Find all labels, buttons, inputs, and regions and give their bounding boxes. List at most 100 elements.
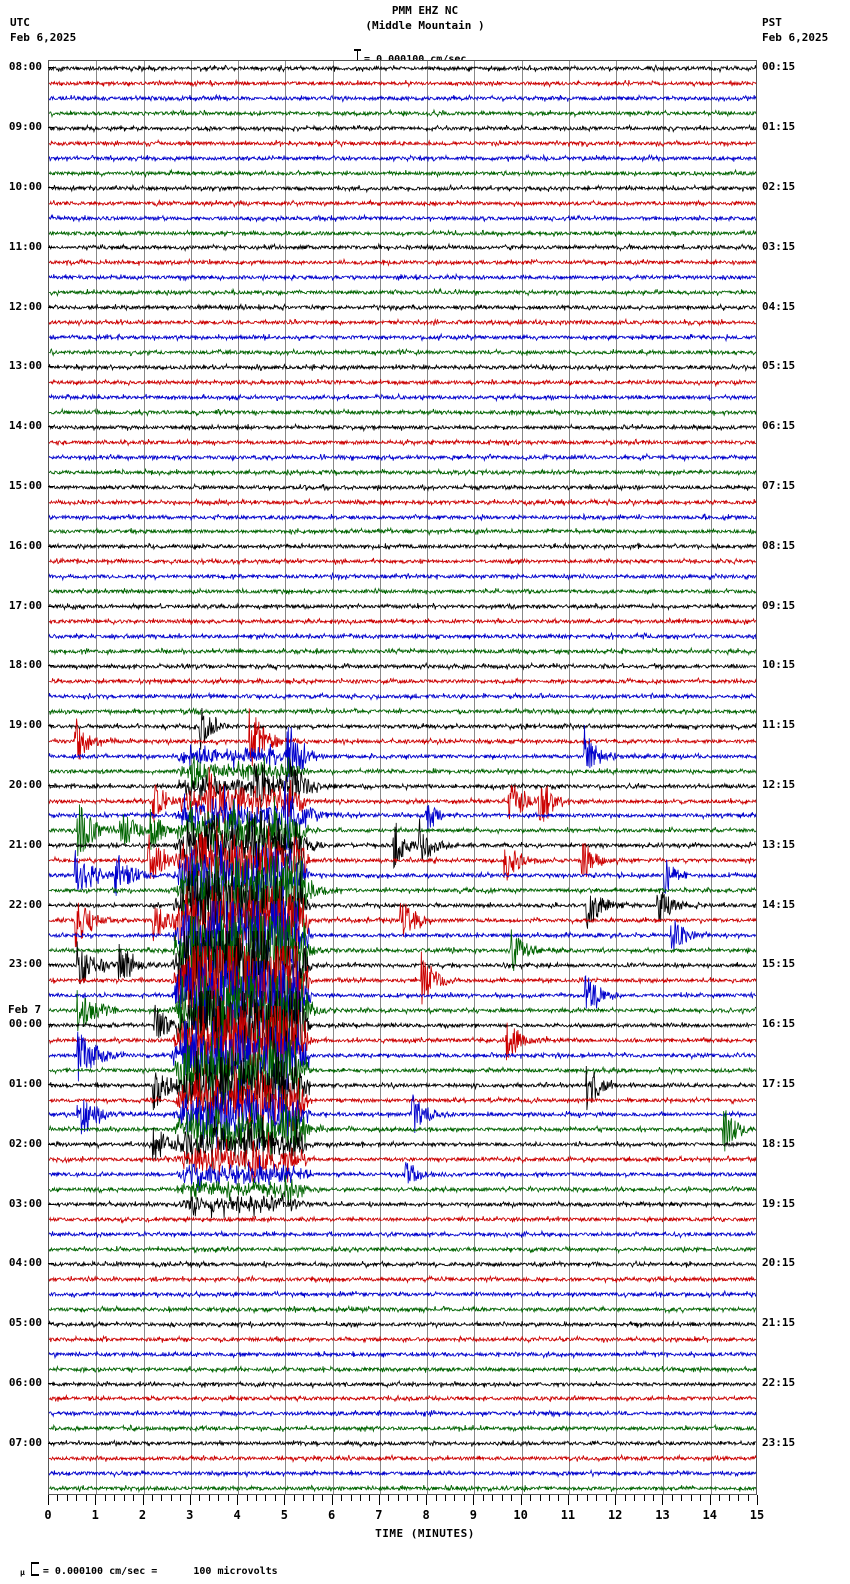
x-axis-minor-tick xyxy=(322,1495,324,1501)
grid-line-vertical xyxy=(238,61,240,1494)
x-axis-minor-tick xyxy=(435,1495,437,1501)
x-axis-tick-label: 10 xyxy=(513,1508,528,1522)
x-axis-minor-tick xyxy=(728,1495,730,1501)
trace-path xyxy=(49,215,756,221)
seismic-trace xyxy=(49,213,756,282)
utc-hour-label: 08:00 xyxy=(8,60,42,74)
x-axis-tick-label: 5 xyxy=(280,1508,288,1522)
seismic-trace xyxy=(49,1170,756,1239)
x-axis-minor-tick xyxy=(747,1495,749,1501)
pst-hour-label: 07:15 xyxy=(762,479,796,493)
utc-hour-label: 23:00 xyxy=(8,957,42,971)
trace-path xyxy=(49,1193,756,1218)
x-axis-minor-tick xyxy=(218,1495,220,1501)
trace-path xyxy=(49,767,756,829)
seismic-trace xyxy=(49,931,756,1000)
seismic-trace xyxy=(49,602,756,671)
trace-path xyxy=(49,946,756,1015)
seismic-trace xyxy=(49,677,756,746)
pst-hour-label: 12:15 xyxy=(762,777,796,791)
trace-path xyxy=(49,289,756,296)
pst-hour-label: 02:15 xyxy=(762,180,796,194)
pst-hour-label: 06:15 xyxy=(762,419,796,433)
x-axis-major-tick xyxy=(48,1495,49,1505)
x-axis-minor-tick xyxy=(359,1495,361,1501)
seismic-trace xyxy=(49,527,756,596)
trace-path xyxy=(49,603,756,610)
utc-date-label: Feb 6,2025 xyxy=(10,31,77,44)
x-axis-minor-tick xyxy=(170,1495,172,1501)
seismic-trace xyxy=(49,273,756,342)
grid-line-vertical xyxy=(427,61,429,1494)
x-axis-minor-tick xyxy=(227,1495,229,1501)
seismic-trace xyxy=(49,64,756,133)
x-axis-minor-tick xyxy=(265,1495,267,1501)
trace-path xyxy=(49,1366,756,1373)
trace-path xyxy=(49,1231,756,1237)
x-axis-minor-tick xyxy=(634,1495,636,1501)
trace-path xyxy=(49,499,756,506)
seismic-trace xyxy=(49,752,756,821)
x-axis-minor-tick xyxy=(416,1495,418,1501)
x-axis-major-tick xyxy=(378,1495,380,1505)
utc-hour-label: 22:00 xyxy=(8,897,42,911)
trace-path xyxy=(49,454,756,461)
trace-path xyxy=(49,1455,756,1462)
seismic-trace xyxy=(49,826,756,895)
hour-tick-mark xyxy=(48,784,54,786)
pst-hour-label: 13:15 xyxy=(762,837,796,851)
utc-hour-label: 02:00 xyxy=(8,1136,42,1150)
trace-path xyxy=(49,259,756,266)
x-axis-minor-tick xyxy=(85,1495,87,1501)
x-axis-tick-label: 7 xyxy=(375,1508,383,1522)
footer-scale-bar-icon xyxy=(30,1562,39,1576)
x-axis-minor-tick xyxy=(445,1495,447,1501)
trace-path xyxy=(49,708,756,766)
helicorder-plot xyxy=(48,60,757,1495)
seismic-trace xyxy=(49,243,756,312)
seismic-trace xyxy=(49,483,756,552)
x-axis-minor-tick xyxy=(57,1495,59,1501)
seismic-trace xyxy=(49,1260,756,1329)
seismic-trace xyxy=(49,1454,756,1523)
trace-path xyxy=(49,796,756,863)
utc-hour-label: 21:00 xyxy=(8,837,42,851)
hour-tick-mark xyxy=(48,1442,54,1444)
seismic-trace xyxy=(49,767,756,836)
trace-path xyxy=(49,65,756,72)
seismic-trace xyxy=(49,109,756,178)
x-axis-minor-tick xyxy=(671,1495,673,1501)
x-axis-tick-label: 12 xyxy=(607,1508,623,1522)
seismic-trace xyxy=(49,1125,756,1194)
seismic-trace xyxy=(49,647,756,716)
pst-hour-label: 18:15 xyxy=(762,1136,796,1150)
x-axis-minor-tick xyxy=(123,1495,125,1501)
seismic-trace xyxy=(49,856,756,925)
trace-path xyxy=(49,708,756,750)
seismic-trace xyxy=(49,1335,756,1404)
trace-path xyxy=(49,961,756,1030)
trace-path xyxy=(49,916,756,985)
trace-path xyxy=(49,1006,756,1075)
trace-path xyxy=(49,1425,756,1432)
utc-hour-label: 03:00 xyxy=(8,1196,42,1210)
trace-path xyxy=(49,991,756,1060)
trace-path xyxy=(49,379,756,386)
seismic-trace xyxy=(49,228,756,297)
seismic-trace xyxy=(49,617,756,686)
pst-hour-label: 21:15 xyxy=(762,1316,796,1330)
trace-path xyxy=(49,856,756,925)
seismic-trace xyxy=(49,662,756,731)
seismic-trace xyxy=(49,169,756,238)
seismic-trace xyxy=(49,901,756,970)
pst-hour-label: 01:15 xyxy=(762,120,796,134)
trace-path xyxy=(49,1097,756,1161)
utc-hour-label: 10:00 xyxy=(8,180,42,194)
trace-path xyxy=(49,574,756,580)
hour-tick-mark xyxy=(48,1143,54,1145)
utc-hour-label: 00:00 xyxy=(8,1017,42,1031)
x-axis-major-tick xyxy=(426,1495,428,1505)
x-axis-tick-label: 15 xyxy=(749,1508,765,1522)
x-axis-minor-tick xyxy=(539,1495,541,1501)
seismic-trace xyxy=(49,497,756,566)
